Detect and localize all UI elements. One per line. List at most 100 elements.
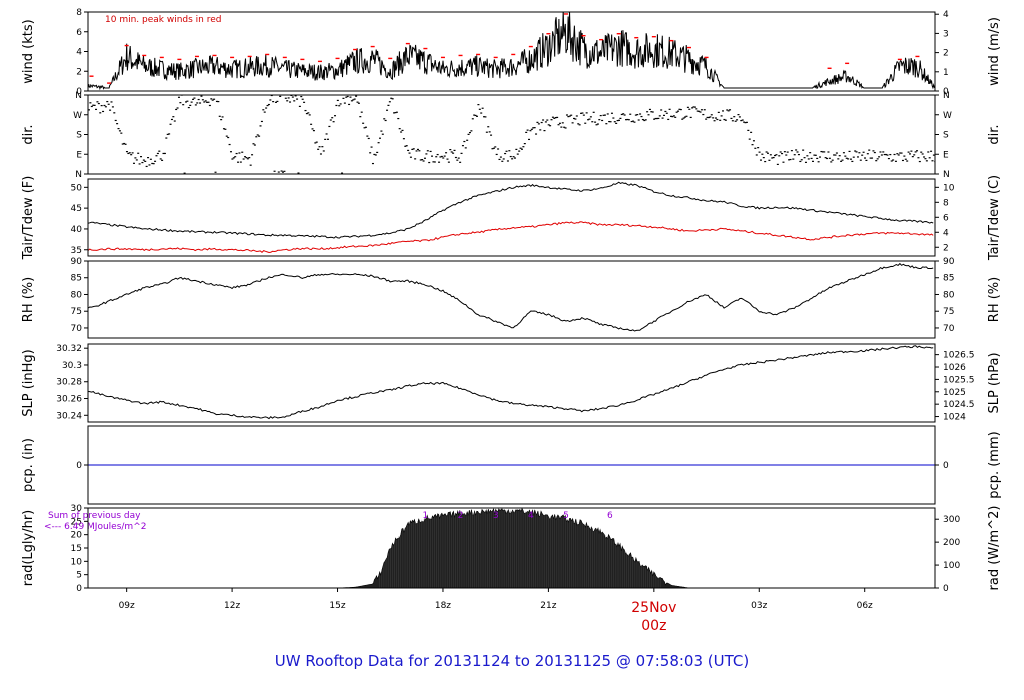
- direction-point: [436, 153, 439, 156]
- direction-point: [775, 154, 778, 156]
- direction-point: [543, 129, 546, 132]
- direction-point: [217, 100, 220, 103]
- direction-point: [371, 162, 374, 165]
- direction-point: [625, 119, 628, 121]
- wind-peak-point: [897, 58, 902, 61]
- direction-point: [570, 114, 573, 116]
- direction-point: [328, 125, 331, 128]
- direction-point: [255, 136, 258, 138]
- y-tick-label: 85: [71, 274, 82, 284]
- y-tick-label: 2: [76, 67, 82, 77]
- direction-point: [795, 149, 798, 151]
- direction-point: [752, 140, 755, 142]
- direction-point: [712, 117, 715, 119]
- direction-point: [244, 156, 247, 158]
- direction-point: [883, 153, 886, 156]
- direction-point: [617, 119, 620, 121]
- x-tick-label: 15z: [329, 601, 345, 611]
- direction-point: [152, 163, 155, 165]
- direction-point: [796, 151, 799, 153]
- direction-point: [691, 107, 694, 109]
- direction-point: [97, 102, 100, 105]
- direction-point: [317, 148, 320, 150]
- direction-point: [931, 160, 934, 162]
- direction-point: [771, 157, 774, 159]
- y-tick-label-right: N: [943, 91, 950, 101]
- y-tick-label: 6: [76, 28, 82, 38]
- direction-point: [449, 149, 452, 151]
- direction-point: [650, 111, 653, 113]
- direction-point: [674, 116, 677, 118]
- direction-point: [134, 157, 137, 159]
- direction-point: [928, 157, 931, 159]
- direction-point: [596, 123, 599, 125]
- y-tick-label: 30.24: [56, 411, 82, 421]
- direction-point: [882, 151, 885, 153]
- radiation-hour-mark: 6: [607, 511, 613, 521]
- direction-point: [907, 151, 910, 153]
- relative-humidity-series-line: [88, 262, 934, 332]
- direction-point: [466, 139, 469, 141]
- direction-point: [121, 143, 124, 145]
- direction-point: [869, 157, 872, 159]
- direction-point: [433, 161, 436, 163]
- direction-point: [557, 124, 560, 126]
- direction-point: [899, 152, 902, 154]
- direction-point: [644, 119, 647, 121]
- direction-point: [716, 118, 719, 121]
- direction-point: [574, 118, 577, 120]
- y-tick-label: 30.26: [56, 395, 82, 405]
- direction-point: [802, 149, 805, 151]
- direction-point: [495, 153, 498, 156]
- direction-point: [619, 117, 622, 119]
- direction-point: [425, 153, 428, 155]
- direction-point: [508, 150, 511, 152]
- direction-point: [476, 115, 479, 117]
- direction-point: [125, 151, 128, 153]
- y-tick-label: 70: [71, 324, 83, 334]
- direction-point: [229, 151, 232, 153]
- wind-peak-point: [423, 47, 428, 50]
- direction-point: [640, 115, 643, 118]
- direction-point: [454, 156, 457, 159]
- direction-point: [140, 156, 143, 158]
- direction-point: [445, 152, 448, 154]
- direction-point: [478, 108, 481, 110]
- direction-point: [885, 153, 888, 156]
- direction-point: [501, 160, 504, 162]
- panel-data: [337, 508, 690, 588]
- direction-point: [431, 155, 434, 157]
- wind-peak-note: 10 min. peak winds in red: [105, 15, 222, 25]
- direction-point: [460, 152, 463, 154]
- y-axis-label: pcp. (in): [21, 438, 36, 492]
- wind-peak-point: [107, 82, 112, 84]
- panel-frame: [87, 343, 936, 423]
- direction-point: [664, 110, 667, 113]
- wind-peak-point: [599, 38, 604, 41]
- direction-point: [222, 128, 225, 130]
- direction-point: [647, 114, 650, 116]
- direction-point: [483, 116, 486, 118]
- direction-point: [384, 119, 387, 122]
- direction-point: [409, 156, 412, 158]
- direction-point: [312, 130, 315, 132]
- direction-point: [304, 109, 307, 112]
- direction-point: [908, 153, 911, 155]
- x-tick-label: 18z: [435, 601, 451, 611]
- direction-point: [723, 118, 726, 121]
- direction-point: [932, 154, 935, 156]
- direction-point: [367, 137, 370, 140]
- panel-frame: [87, 94, 936, 175]
- direction-point: [498, 158, 501, 161]
- direction-point: [339, 103, 342, 105]
- direction-point: [123, 142, 126, 145]
- direction-point: [93, 104, 96, 106]
- y-tick-label-right: 1: [943, 68, 949, 78]
- direction-point: [620, 113, 623, 116]
- direction-point: [296, 98, 299, 100]
- direction-point: [182, 104, 185, 106]
- direction-point: [816, 157, 819, 160]
- direction-point: [734, 120, 737, 122]
- direction-point: [577, 123, 580, 125]
- direction-point: [551, 116, 554, 118]
